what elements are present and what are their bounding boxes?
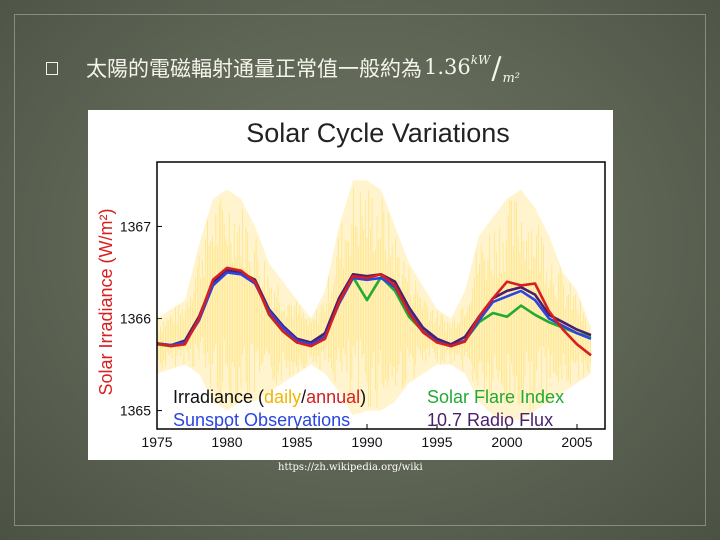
legend-daily: daily [264,387,301,407]
chart-axes: 1975 1980 1985 1990 1995 2000 2005 1365 1366 1367 [120,218,593,450]
y-axis-label: Solar Irradiance (W/m²) [96,208,116,395]
slide-frame [14,14,706,526]
x-tick-label: 1980 [211,434,242,450]
legend-irradiance: Irradiance (daily/annual) [173,387,366,407]
legend-separator: / [301,387,306,407]
x-tick-label: 1990 [351,434,382,450]
chart-title: Solar Cycle Variations [246,118,510,148]
y-tick-label: 1366 [120,311,151,327]
formula-slash: / [491,50,502,86]
x-tick-label: 1975 [141,434,172,450]
series-line [156,266,592,357]
plot-frame [156,161,606,430]
y-tick-label: 1367 [120,218,151,234]
x-tick-label: 2000 [491,434,522,450]
x-tick-label: 2005 [561,434,592,450]
series-line [156,271,592,348]
legend-annual: annual [306,387,360,407]
source-caption: https://zh.wikipedia.org/wiki [278,462,423,473]
solar-cycle-chart: Solar Cycle Variations 1975 1980 1985 1990 1… [88,110,613,460]
x-tick-label: 1985 [281,434,312,450]
legend-flare: Solar Flare Index [427,387,564,407]
formula-unit-numerator: kW [470,52,491,67]
y-tick-label: 1365 [120,403,151,419]
series-lines [156,266,592,357]
daily-irradiance-band [156,180,591,420]
formula-unit-denominator: m² [502,70,521,86]
square-bullet-icon [46,61,58,75]
legend-irradiance-suffix: ) [360,387,366,407]
chart-svg: Solar Cycle Variations 1975 1980 1985 1990 1… [96,118,606,450]
x-tick-label: 1995 [421,434,452,450]
legend-sunspot: Sunspot Observations [173,410,350,430]
legend-irradiance-prefix: Irradiance ( [173,387,264,407]
legend: Irradiance (daily/annual) Sunspot Observ… [173,387,564,430]
legend-radio: 10.7 Radio Flux [427,410,553,430]
irradiance-formula: 1.36kW/m² [424,51,520,86]
heading-text: 太陽的電磁輻射通量正常值一般約為 [86,57,422,81]
slide-heading: 太陽的電磁輻射通量正常值一般約為 1.36kW/m² [46,50,520,86]
formula-value: 1.36 [424,54,471,79]
